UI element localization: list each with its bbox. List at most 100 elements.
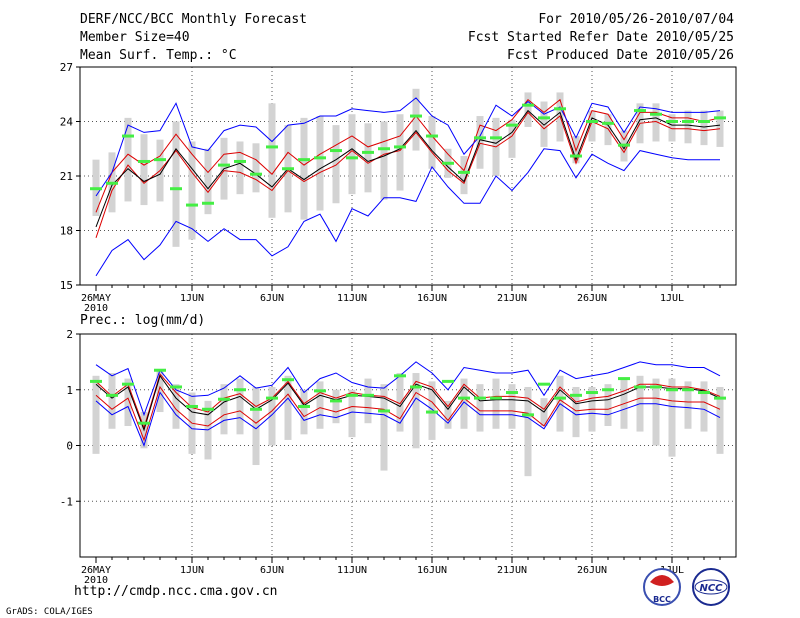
precip-ensemble-box xyxy=(348,389,356,438)
precip-ensemble-box xyxy=(684,381,692,429)
temp-median-marker xyxy=(506,123,518,127)
precip-ensemble-box xyxy=(380,384,388,471)
precip-ensemble-box xyxy=(92,375,100,454)
precip-median-marker xyxy=(714,396,726,400)
bcc-logo-text: BCC xyxy=(653,595,671,604)
temp-ensemble-box xyxy=(316,116,324,211)
precip-x-tick-label: 26MAY xyxy=(81,565,111,576)
precipitation-panel: -1 0 1 2 26MAY 1JUN 6JUN 11JUN 16JUN 21JUN 26JUN 1J… xyxy=(60,328,737,586)
temp-median-marker xyxy=(202,201,214,205)
temp-median-marker xyxy=(474,136,486,140)
bcc-logo: BCC xyxy=(643,568,681,606)
temp-median-marker xyxy=(154,158,166,162)
precip-panel-title: Prec.: log(mm/d) xyxy=(80,313,205,328)
temp-ensemble-box xyxy=(684,110,692,144)
precip-ensemble-box xyxy=(156,370,164,413)
temp-x-tick-label: 1JUL xyxy=(660,293,684,304)
temp-median-marker xyxy=(170,187,182,191)
temp-mean-line xyxy=(95,109,721,228)
temp-x-tick-label: 11JUN xyxy=(337,293,367,304)
temp-x-tick-label: 6JUN xyxy=(260,293,284,304)
precip-median-marker xyxy=(666,388,678,392)
temp-median-marker xyxy=(410,114,422,118)
temp-ensemble-box xyxy=(236,141,244,195)
temp-median-marker xyxy=(490,136,502,140)
temp-median-marker xyxy=(650,112,662,116)
precip-median-marker xyxy=(362,393,374,397)
temp-y-tick-label: 18 xyxy=(60,225,73,238)
temp-median-marker xyxy=(346,156,358,160)
start-ref-date-label: Fcst Started Refer Date 2010/05/25 xyxy=(467,30,734,45)
temp-median-marker xyxy=(442,161,454,165)
temp-ensemble-box xyxy=(540,101,548,147)
temp-median-marker xyxy=(634,109,646,113)
precip-ensemble-box xyxy=(396,373,404,432)
precip-median-marker xyxy=(218,397,230,401)
precip-ensemble-box xyxy=(508,384,516,429)
temp-x-tick-label: 26JUN xyxy=(577,293,607,304)
precip-median-marker xyxy=(554,396,566,400)
temp-median-marker xyxy=(330,149,342,153)
member-size-label: Member Size=40 xyxy=(80,30,190,45)
chart-title: DERF/NCC/BCC Monthly Forecast xyxy=(80,12,307,27)
precip-median-marker xyxy=(618,377,630,381)
precip-median-marker xyxy=(410,385,422,389)
temp-median-marker xyxy=(394,145,406,149)
precip-y-tick-label: -1 xyxy=(60,495,73,508)
temp-ensemble-box xyxy=(668,114,676,142)
grads-credit: GrADS: COLA/IGES xyxy=(6,607,93,617)
temp-y-tick-label: 24 xyxy=(60,116,74,129)
precip-median-marker xyxy=(202,407,214,411)
precip-median-marker xyxy=(378,409,390,413)
temp-ensemble-box xyxy=(332,125,340,204)
precip-x-tick-label: 1JUL xyxy=(660,565,684,576)
temp-ensemble-box xyxy=(716,110,724,147)
temp-median-marker xyxy=(106,181,118,185)
temp-median-marker xyxy=(682,120,694,123)
temp-median-marker xyxy=(586,120,598,123)
temp-median-marker xyxy=(554,107,566,111)
precip-x-tick-label: 11JUN xyxy=(337,565,367,576)
temp-ensemble-box xyxy=(588,110,596,142)
precip-ensemble-box xyxy=(236,378,244,435)
precip-median-marker xyxy=(170,385,182,389)
temp-min-line xyxy=(95,97,721,197)
temp-ensemble-box xyxy=(412,88,420,151)
precip-ensemble-box xyxy=(316,381,324,429)
precip-y-tick-label: 1 xyxy=(66,384,73,397)
ncc-logo-text: NCC xyxy=(699,583,723,594)
temp-y-tick-label: 15 xyxy=(60,279,73,292)
temp-ensemble-box xyxy=(652,103,660,142)
temp-ensemble-box xyxy=(508,119,516,158)
precip-median-marker xyxy=(602,388,614,392)
temp-median-marker xyxy=(90,187,102,191)
temp-median-marker xyxy=(698,120,710,123)
temp-ensemble-box xyxy=(364,123,372,193)
precip-ensemble-box xyxy=(492,378,500,429)
precip-max-line xyxy=(95,361,721,417)
precip-ensemble-box xyxy=(700,381,708,432)
temp-median-marker xyxy=(714,116,726,120)
precip-y-tick-label: 2 xyxy=(66,328,73,341)
precip-median-marker xyxy=(522,413,534,417)
precip-median-marker xyxy=(298,404,310,408)
precip-ensemble-box xyxy=(524,386,532,477)
precip-upper-line xyxy=(95,373,721,430)
temp-ensemble-box xyxy=(396,114,404,191)
temp-year-label: 2010 xyxy=(84,303,108,314)
precip-median-marker xyxy=(474,396,486,400)
temp-ensemble-box xyxy=(204,148,212,215)
temp-ensemble-box xyxy=(172,121,180,247)
temp-median-marker xyxy=(458,170,470,174)
precip-median-marker xyxy=(682,388,694,392)
temp-median-marker xyxy=(298,158,310,162)
precip-ensemble-box xyxy=(444,400,452,429)
temp-ensemble-box xyxy=(524,92,532,127)
variable-label: Mean Surf. Temp.: °C xyxy=(80,48,237,63)
temp-median-marker xyxy=(186,203,198,207)
temp-median-marker xyxy=(602,121,614,125)
precip-ensemble-box xyxy=(284,375,292,440)
precip-ensemble-box xyxy=(572,386,580,438)
precip-ensemble-box xyxy=(412,373,420,449)
